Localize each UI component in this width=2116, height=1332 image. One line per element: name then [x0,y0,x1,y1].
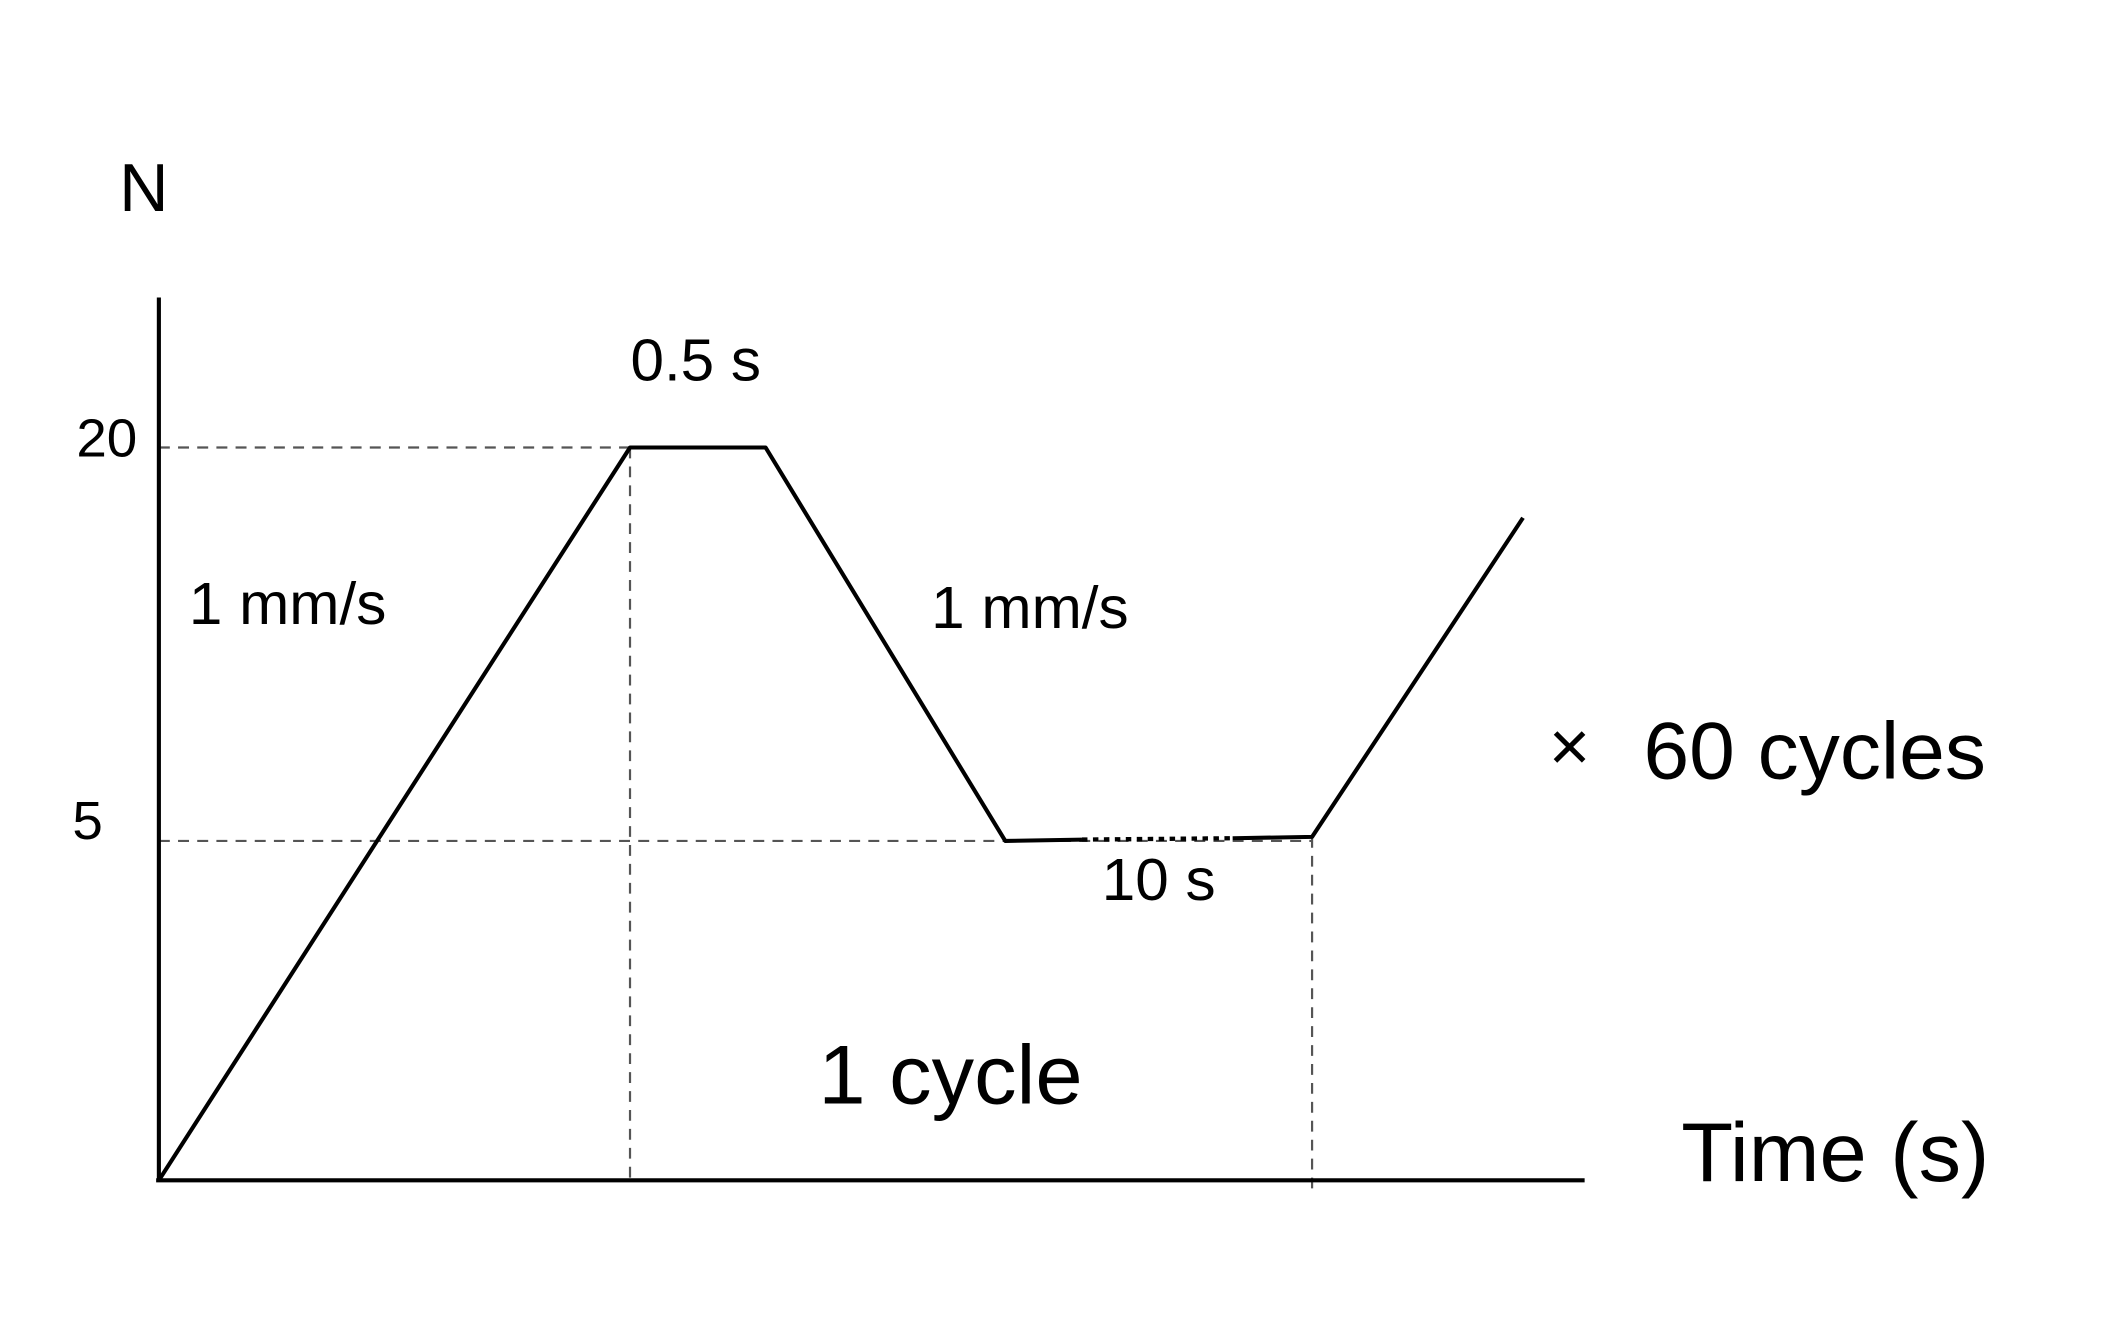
annotation: 1 cycle [818,1028,1082,1121]
load-profile-gap [1081,836,1233,842]
annotation: × [1549,707,1591,785]
y-tick-label: 20 [76,408,137,469]
annotation: 0.5 s [630,327,761,394]
load-profile [157,445,1083,1182]
annotation: 1 mm/s [189,570,386,637]
x-axis-label: Time (s) [1681,1105,1989,1198]
annotation: 1 mm/s [931,575,1128,642]
diagram-body: N 20 5 Time (s) 0.5 s 1 mm/s 1 mm/s 10 s… [72,151,1989,1199]
load-profile [1232,516,1525,841]
annotation: 60 cycles [1643,706,1985,796]
annotation: 10 s [1102,846,1216,913]
y-axis-label: N [119,151,168,227]
y-tick-label: 5 [72,790,102,851]
